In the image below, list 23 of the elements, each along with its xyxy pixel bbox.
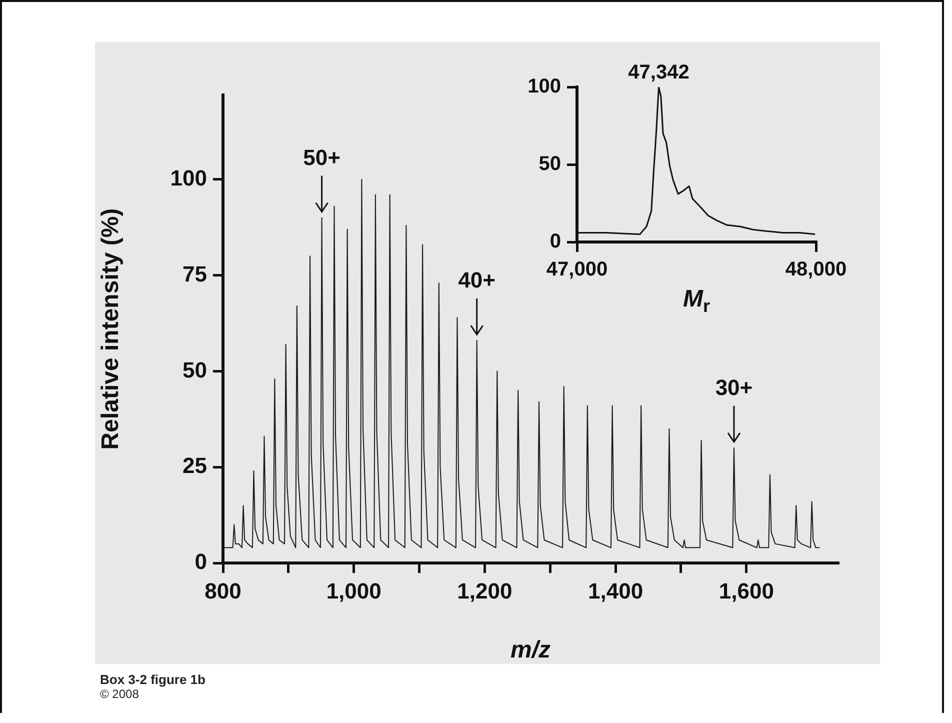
x-tick-label: 47,000: [546, 258, 608, 281]
text: Box 3-2 figure 1b: [100, 672, 206, 687]
y-tick-label: 25: [182, 453, 207, 478]
x-axis-title: m/z: [510, 636, 551, 664]
x-tick-label: 48,000: [785, 258, 847, 281]
annotation: 50+: [303, 144, 340, 170]
y-tick-label: 100: [170, 165, 207, 190]
y-tick-label: 50: [182, 357, 207, 382]
text: © 2008: [100, 687, 140, 702]
annotation: 40+: [458, 268, 496, 293]
y-tick-label: 0: [194, 549, 207, 574]
y-tick-label: 50: [538, 153, 561, 176]
x-tick-label: 1,600: [718, 578, 774, 604]
y-tick-label: 100: [528, 76, 561, 98]
y-tick-label: 75: [182, 261, 207, 286]
y-tick-label: 0: [550, 230, 561, 253]
x-tick-label: 1,400: [588, 578, 644, 604]
y-axis-title: Relative intensity (%): [97, 208, 124, 450]
x-tick-label: 1,200: [457, 578, 512, 604]
annotation: 30+: [715, 374, 753, 400]
x-tick-label: 1,000: [326, 578, 382, 604]
x-tick-label: 800: [204, 578, 242, 604]
annotation: 47,342: [628, 62, 690, 84]
